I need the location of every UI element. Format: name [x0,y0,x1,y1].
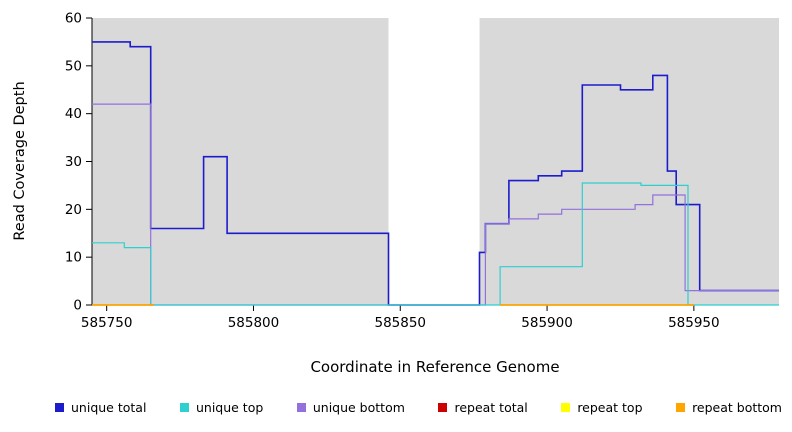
mask-region [388,18,480,305]
legend: unique total unique top unique bottom re… [55,400,782,415]
y-tick-label: 50 [65,58,82,74]
legend-swatch-repeat-top [561,403,571,412]
legend-item-repeat-top: repeat top [561,400,643,415]
legend-item-unique-total: unique total [55,400,146,415]
y-tick-label: 40 [65,106,82,122]
y-axis-title: Read Coverage Depth [12,81,28,241]
series-line-unique-total [92,41,779,306]
legend-swatch-unique-bottom [296,403,306,412]
legend-label-unique-total: unique total [71,400,147,415]
y-tick-label: 10 [65,250,82,266]
x-tick-label: 585900 [521,315,573,331]
legend-swatch-unique-top [179,403,189,412]
legend-swatch-unique-total [55,403,64,412]
y-tick-label: 20 [65,202,82,218]
x-axis-title: Coordinate in Reference Genome [310,358,560,376]
legend-swatch-repeat-total [438,403,448,412]
y-tick-label: 30 [65,154,82,170]
legend-item-unique-top: unique top [179,400,264,415]
x-tick-label: 585850 [374,315,426,331]
x-tick-label: 585750 [81,315,133,331]
legend-item-unique-bottom: unique bottom [296,400,405,415]
legend-label-unique-top: unique top [195,400,264,415]
series-line-unique-top [92,182,779,306]
legend-label-repeat-bottom: repeat bottom [692,400,782,415]
legend-item-repeat-total: repeat total [438,400,528,415]
x-tick-label: 585800 [228,315,280,331]
legend-item-repeat-bottom: repeat bottom [676,400,782,415]
legend-swatch-repeat-bottom [676,403,686,412]
x-tick-label: 585950 [668,315,720,331]
y-tick-label: 60 [65,11,82,27]
legend-label-repeat-total: repeat total [454,400,528,415]
legend-label-repeat-top: repeat top [577,400,643,415]
y-tick-label: 0 [73,298,82,314]
legend-label-unique-bottom: unique bottom [312,400,405,415]
